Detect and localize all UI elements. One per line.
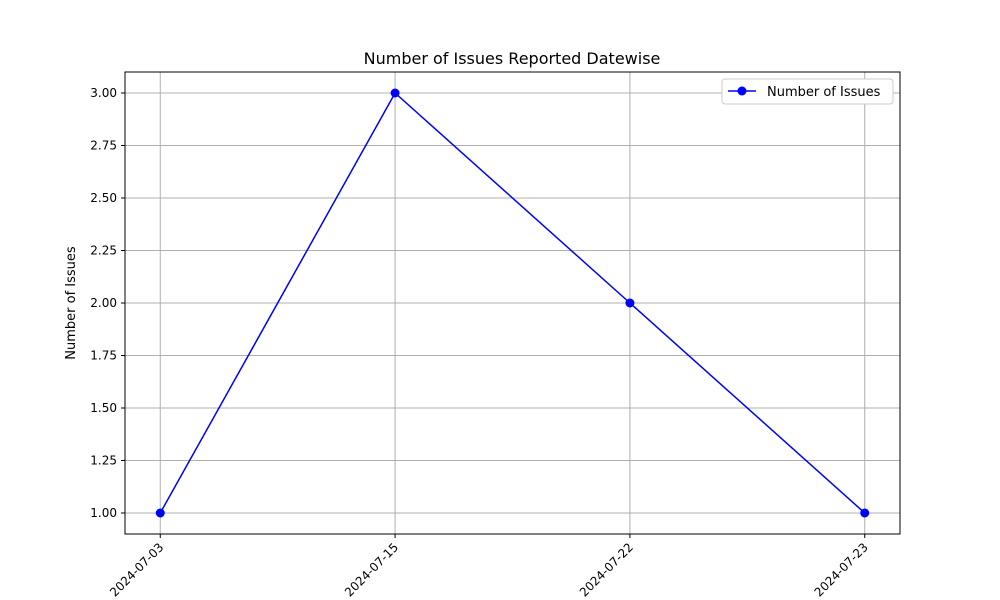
grid-layer <box>125 72 900 534</box>
y-tick-label: 2.75 <box>90 139 117 153</box>
series-line <box>159 91 866 514</box>
plot-frame <box>124 71 901 535</box>
y-tick-label: 3.00 <box>90 86 117 100</box>
data-point-marker <box>625 298 635 308</box>
data-point-marker <box>390 88 400 98</box>
legend: Number of Issues <box>721 78 894 105</box>
chart-title: Number of Issues Reported Datewise <box>364 49 661 68</box>
legend-box <box>721 78 894 105</box>
y-axis-label: Number of Issues <box>64 246 79 360</box>
y-tick-label: 1.75 <box>90 349 117 363</box>
y-tick-label: 1.25 <box>90 454 117 468</box>
y-tick-label: 2.25 <box>90 244 117 258</box>
y-tick-label: 2.00 <box>90 296 117 310</box>
series-layer <box>155 88 870 518</box>
data-point-marker <box>155 508 165 518</box>
y-tick-label: 1.50 <box>90 401 117 415</box>
y-tick-label: 2.50 <box>90 191 117 205</box>
legend-marker-icon <box>737 86 747 96</box>
data-point-marker <box>860 508 870 518</box>
legend-label: Number of Issues <box>767 85 881 100</box>
y-tick-label: 1.00 <box>90 506 117 520</box>
